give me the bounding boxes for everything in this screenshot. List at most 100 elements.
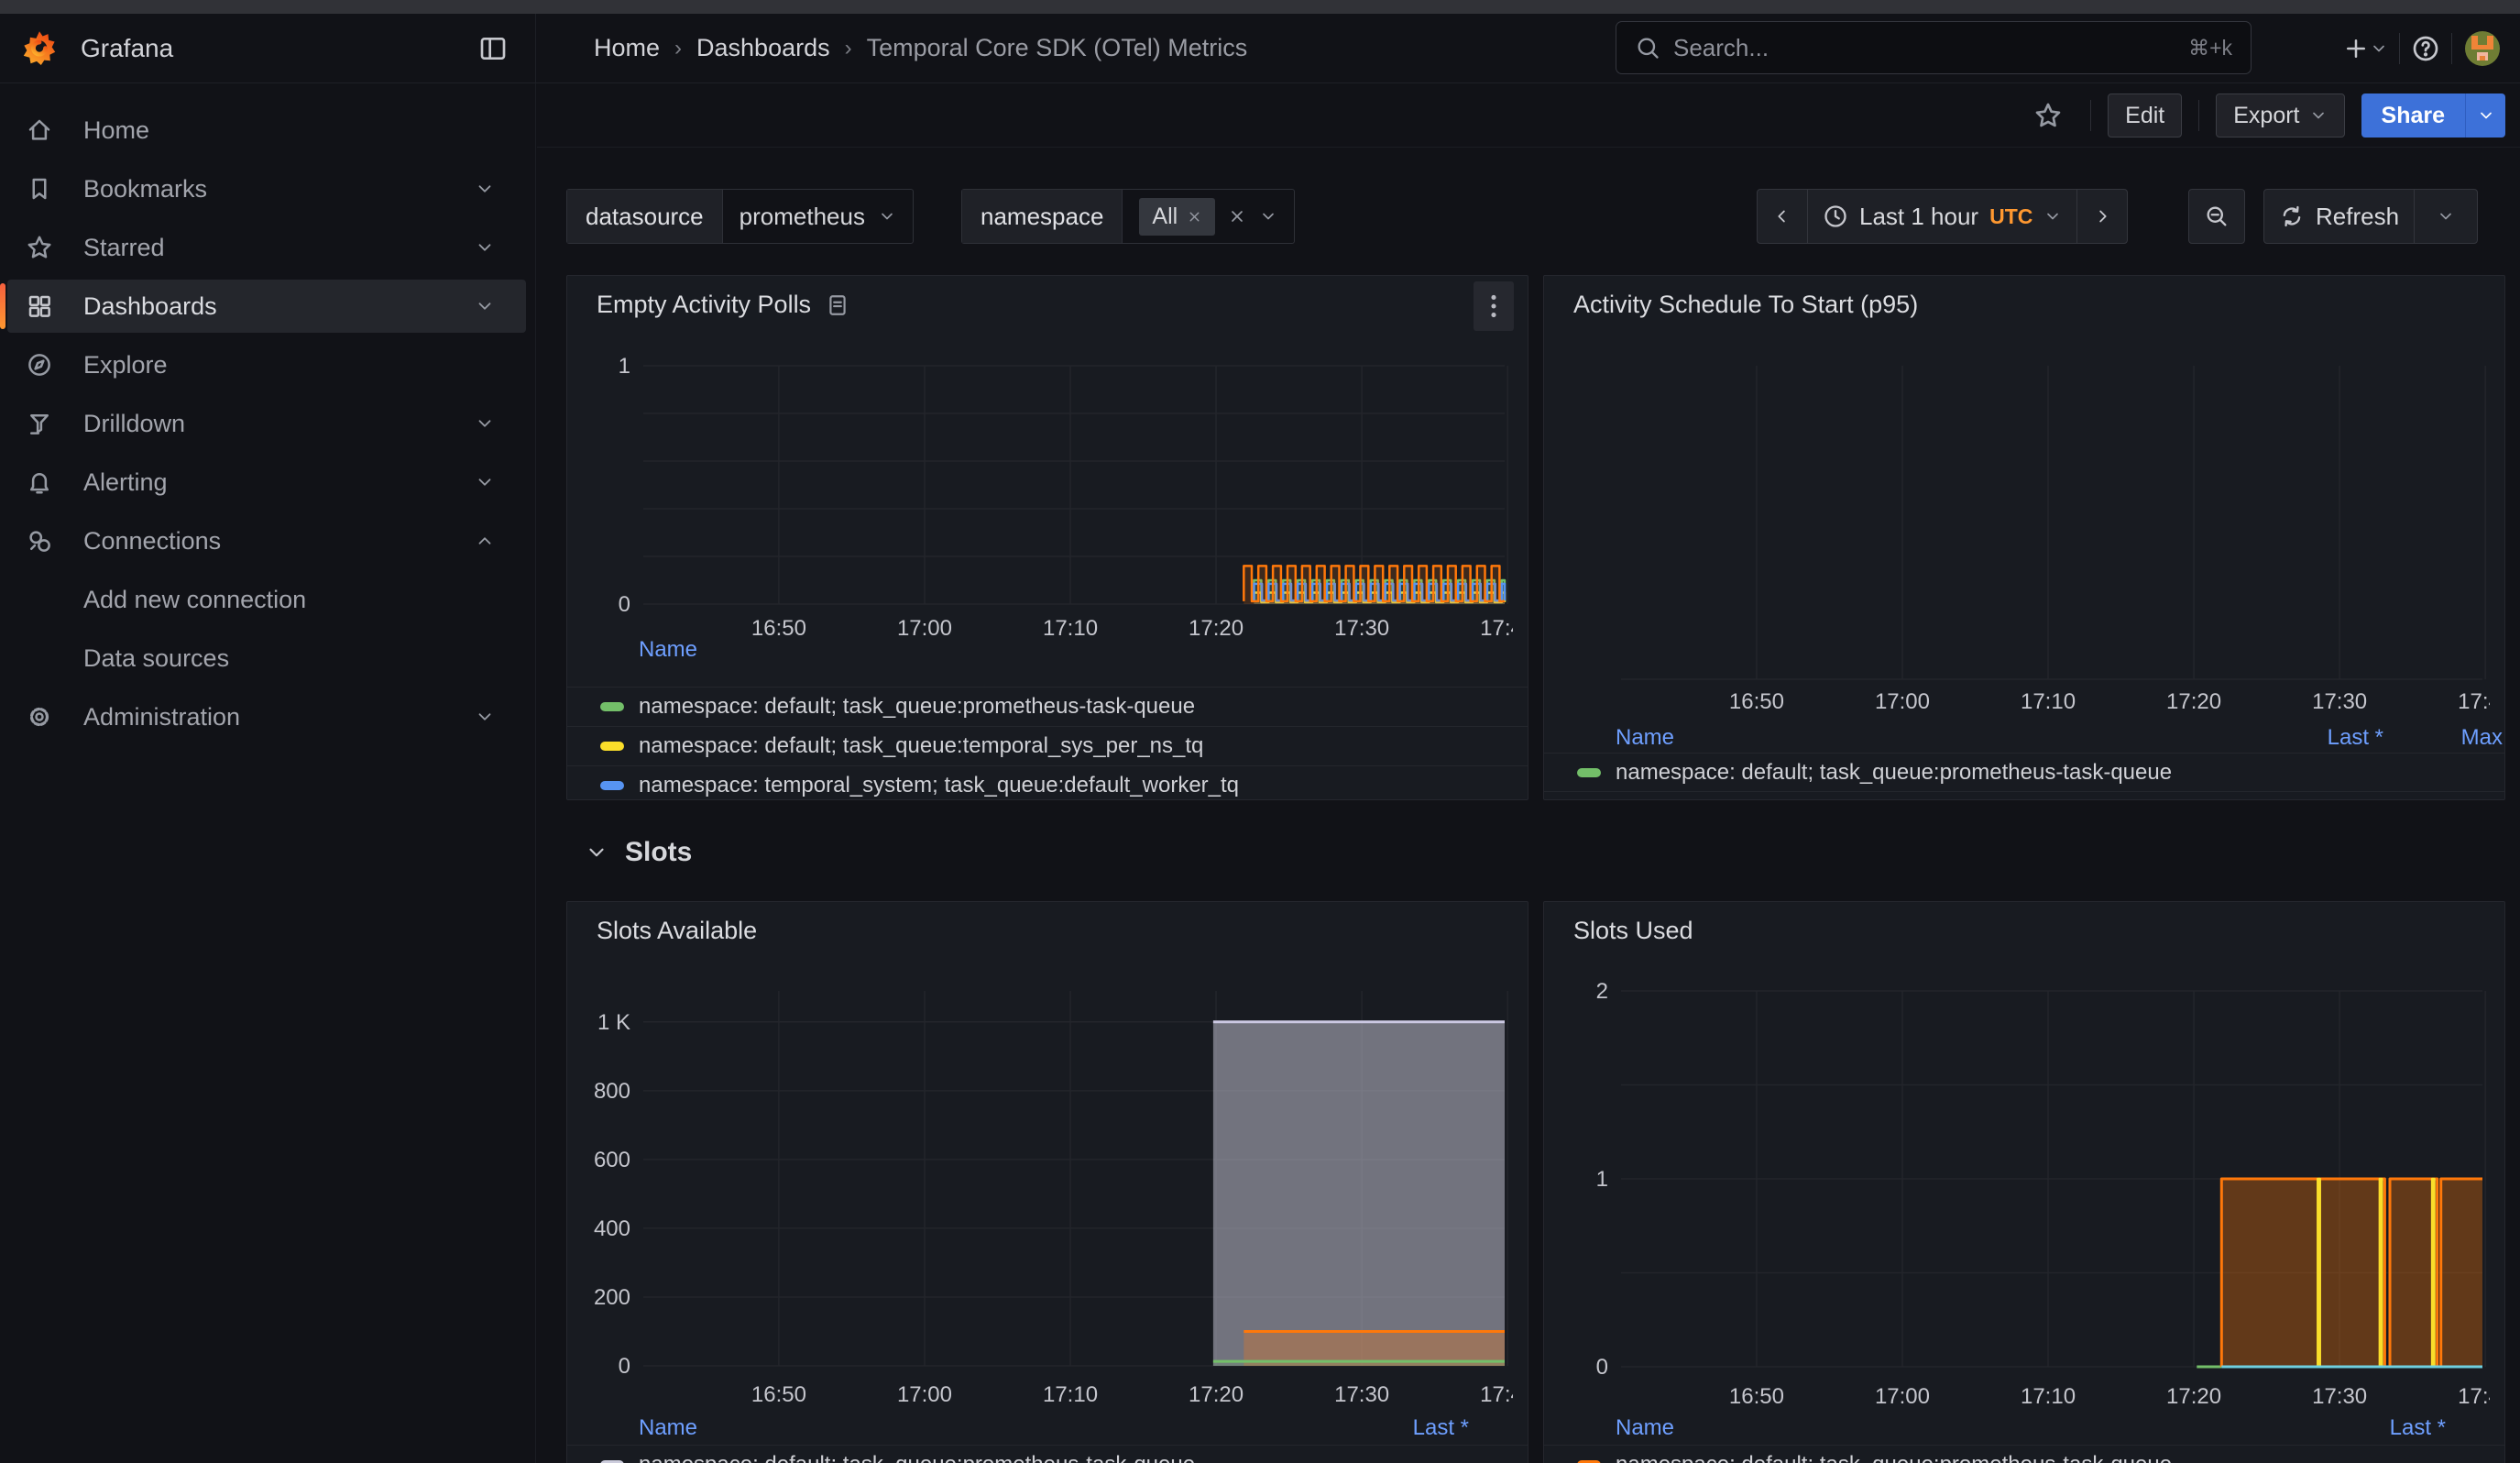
svg-text:0: 0	[619, 592, 630, 617]
timeseries-chart[interactable]: 16:50 17:00 17:10 17:20 17:30 17:40 0 1 2	[1544, 902, 2504, 1463]
avatar-image	[2465, 30, 2500, 66]
svg-text:17:10: 17:10	[2021, 1384, 2076, 1409]
topbar-actions	[2331, 14, 2520, 82]
legend-row[interactable]: namespace: temporal_system; task_queue:d…	[567, 765, 1528, 799]
chevron-down-icon	[478, 478, 491, 486]
panel-description-icon[interactable]	[826, 293, 849, 317]
panel-menu-button[interactable]	[1474, 281, 1514, 331]
svg-text:16:50: 16:50	[1729, 1384, 1784, 1409]
breadcrumb-separator: ›	[674, 35, 683, 60]
panel-title[interactable]: Activity Schedule To Start (p95)	[1573, 291, 1919, 318]
edit-button[interactable]: Edit	[2108, 94, 2183, 138]
datasource-select[interactable]: prometheus	[723, 190, 913, 243]
star-outline-icon	[2035, 103, 2061, 127]
favorite-star-button[interactable]	[2022, 101, 2074, 130]
legend-row[interactable]: namespace: default; task_queue:prometheu…	[567, 1445, 1528, 1463]
sidebar-item-dashboards[interactable]: Dashboards	[0, 280, 526, 333]
svg-text:1 K: 1 K	[597, 1010, 630, 1035]
svg-text:600: 600	[594, 1148, 630, 1172]
chevron-down-icon	[2312, 112, 2324, 119]
panel-title[interactable]: Empty Activity Polls	[597, 291, 849, 319]
refresh-button[interactable]: Refresh	[2263, 189, 2416, 244]
legend-column-name[interactable]: Name	[639, 1415, 698, 1440]
sidebar-item-explore[interactable]: Explore	[7, 338, 526, 391]
share-dropdown-button[interactable]	[2465, 94, 2505, 138]
sidebar-item-starred[interactable]: Starred	[7, 221, 526, 274]
series-color-marker	[600, 742, 624, 751]
legend-row[interactable]: namespace: default; task_queue:prometheu…	[567, 687, 1528, 726]
panel-activity-schedule-to-start: Activity Schedule To Start (p95) 16:50 17…	[1543, 275, 2505, 800]
legend-column-last[interactable]: Last *	[2327, 725, 2383, 750]
variable-datasource: datasource prometheus	[566, 189, 914, 244]
chevron-down-icon	[478, 302, 491, 310]
breadcrumb-home[interactable]: Home	[594, 34, 661, 61]
svg-text:0: 0	[1596, 1355, 1608, 1380]
sidebar-item-drilldown[interactable]: Drilldown	[7, 397, 526, 450]
legend-column-last[interactable]: Last *	[2389, 1415, 2446, 1440]
time-shift-forward-button[interactable]	[2076, 189, 2129, 244]
timezone-label: UTC	[1989, 204, 2033, 228]
row-title: Slots	[625, 837, 693, 867]
series-color-marker	[600, 702, 624, 711]
user-avatar[interactable]	[2465, 30, 2500, 66]
kebab-icon	[1491, 294, 1496, 318]
clear-all-icon[interactable]	[1228, 207, 1246, 226]
legend-column-last[interactable]: Last *	[1412, 1415, 1469, 1440]
legend-column-name[interactable]: Name	[1616, 1415, 1675, 1440]
sidebar-toggle-icon[interactable]	[478, 34, 508, 63]
star-icon	[27, 236, 51, 258]
row-slots-toggle[interactable]: Slots	[585, 837, 692, 868]
chevron-right-icon	[2099, 210, 2107, 223]
panel-slots-used: Slots Used 16:50 17:00 17:10 17:20 17:30 17:4…	[1543, 901, 2505, 1463]
variable-label: datasource	[567, 190, 723, 243]
new-button[interactable]	[2331, 35, 2399, 62]
time-range-label: Last 1 hour	[1859, 202, 1979, 230]
legend-header: Name Last *	[567, 1415, 1528, 1441]
zoom-out-button[interactable]	[2188, 189, 2245, 244]
sidebar-item-data-sources[interactable]: Data sources	[83, 644, 230, 672]
help-button[interactable]	[2400, 34, 2451, 63]
legend-column-name[interactable]: Name	[1616, 725, 1675, 750]
legend-column-name[interactable]: Name	[639, 637, 698, 662]
chevron-down-icon	[478, 713, 491, 720]
sidebar-item-connections[interactable]: Connections	[7, 514, 526, 567]
namespace-multiselect[interactable]: All	[1123, 190, 1294, 243]
legend: namespace: default; task_queue:prometheu…	[1544, 1445, 2504, 1463]
timeseries-chart[interactable]: 16:50 17:00 17:10 17:20 17:30 17:40 0 200 400 600…	[567, 902, 1528, 1463]
sidebar-item-bookmarks[interactable]: Bookmarks	[7, 162, 526, 215]
variable-label: namespace	[962, 190, 1123, 243]
legend-row[interactable]: namespace: default; task_queue:prometheu…	[1544, 753, 2504, 792]
breadcrumb-dashboards[interactable]: Dashboards	[696, 34, 830, 61]
refresh-interval-dropdown[interactable]	[2414, 189, 2479, 244]
share-button[interactable]: Share	[2361, 94, 2465, 138]
svg-text:2: 2	[1596, 979, 1608, 1004]
namespace-chip-all[interactable]: All	[1139, 197, 1216, 236]
panel-title[interactable]: Slots Available	[597, 917, 758, 944]
legend-header: Name Last *	[1544, 1415, 2504, 1441]
svg-text:17:20: 17:20	[1189, 616, 1244, 641]
sidebar-item-administration[interactable]: Administration	[7, 690, 526, 743]
sidebar-item-alerting[interactable]: Alerting	[7, 456, 526, 509]
time-range-picker[interactable]: Last 1 hour UTC	[1807, 189, 2078, 244]
svg-text:17:30: 17:30	[2312, 1384, 2367, 1409]
timeseries-chart[interactable]: 16:50 17:00 17:10 17:20 17:30 17:40	[1544, 276, 2504, 799]
time-shift-back-button[interactable]	[1757, 189, 1808, 244]
legend-row[interactable]: namespace: default; task_queue:temporal_…	[567, 726, 1528, 765]
panel-title[interactable]: Slots Used	[1573, 917, 1693, 944]
top-navigation-bar: Grafana Home › Dashboards › Temporal Cor…	[0, 14, 2520, 83]
search-input[interactable]: Search... ⌘+k	[1616, 21, 2252, 74]
legend-row[interactable]: namespace: default; task_queue:prometheu…	[1544, 1445, 2504, 1463]
gear-icon	[29, 707, 49, 727]
chevron-down-icon	[882, 213, 893, 220]
legend-header: Name Last * Max	[1544, 725, 2504, 751]
sidebar-item-add-new-connection[interactable]: Add new connection	[83, 585, 307, 613]
svg-text:17:40: 17:40	[2458, 1384, 2490, 1409]
chevron-down-icon	[2047, 213, 2059, 220]
series-color-marker	[1577, 767, 1601, 777]
breadcrumb-current-page: Temporal Core SDK (OTel) Metrics	[866, 34, 1248, 61]
export-button[interactable]: Export	[2216, 94, 2345, 138]
legend-column-max[interactable]: Max	[2460, 725, 2503, 750]
panel-slots-available: Slots Available 16:50 17:00 17:10 17:20 17:3…	[566, 901, 1528, 1463]
sidebar-item-home[interactable]: Home	[7, 104, 526, 157]
